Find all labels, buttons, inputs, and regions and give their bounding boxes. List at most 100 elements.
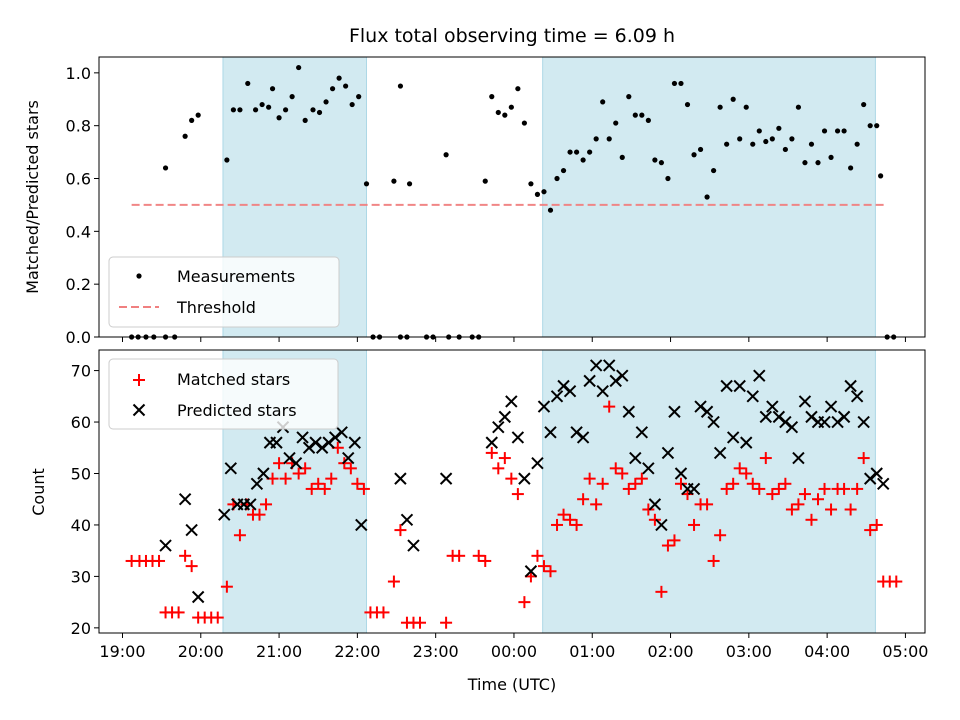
legend-predicted-marker (132, 403, 146, 417)
measurement-point (789, 136, 795, 142)
matched-star-point (701, 498, 714, 511)
measurement-point (336, 75, 342, 81)
measurement-point (750, 141, 756, 147)
measurement-points (129, 64, 897, 340)
measurement-point (329, 86, 336, 92)
bottom-x-axis: 19:00 20:00 21:00 22:00 23:00 00:00 01:00 02:00… (99, 633, 928, 661)
measurement-point (763, 138, 769, 145)
measurement-point (406, 181, 413, 187)
predicted-star-point (589, 359, 603, 372)
matched-star-point (714, 529, 727, 542)
predicted-star-point (818, 415, 831, 429)
predicted-star-point (178, 493, 192, 506)
predicted-star-point (596, 384, 609, 398)
predicted-star-point (355, 518, 368, 532)
measurement-point (573, 149, 580, 155)
measurement-point (821, 128, 828, 134)
matched-star-point (727, 477, 740, 490)
predicted-star-point (583, 374, 596, 388)
matched-star-point (357, 482, 370, 495)
measurement-point (652, 157, 658, 163)
x-tick-label: 22:00 (334, 642, 380, 661)
measurement-point (776, 125, 782, 131)
predicted-star-point (603, 359, 616, 372)
measurement-point (230, 107, 237, 113)
measurement-point (606, 136, 612, 142)
predicted-star-point (733, 379, 746, 393)
predicted-star-point (746, 390, 759, 403)
matched-star-point (596, 477, 609, 490)
matched-star-point (642, 503, 655, 516)
predicted-star-point (661, 446, 675, 460)
x-tick-label: 03:00 (726, 642, 772, 661)
matched-star-point (220, 580, 233, 593)
bottom-legend: Matched stars Predicted stars (108, 358, 339, 430)
predicted-star-point (218, 508, 231, 521)
predicted-star-point (635, 426, 649, 439)
bottom-plot-frame (98, 349, 926, 634)
predicted-star-point (668, 405, 681, 418)
predicted-star-point (720, 379, 733, 393)
measurement-point (684, 101, 691, 108)
predicted-star-point (798, 395, 812, 408)
measurement-point (515, 86, 521, 92)
matched-star-point (551, 518, 564, 531)
measurement-point (828, 154, 834, 160)
x-tick-label: 20:00 (178, 642, 224, 661)
measurement-point (782, 146, 788, 153)
top-panel: 0.0 0.2 0.4 0.6 0.8 1.0 Matched/Predicted sta… (23, 56, 926, 347)
measurement-point (848, 165, 854, 171)
measurement-point (259, 101, 265, 108)
matched-star-point (387, 575, 400, 588)
measurement-point (737, 136, 743, 142)
measurement-point (743, 104, 749, 110)
measurement-point (195, 112, 201, 118)
measurement-point (397, 83, 404, 89)
measurement-point (482, 178, 488, 184)
matched-star-point (179, 549, 192, 562)
predicted-star-point (622, 405, 635, 418)
measurement-point (316, 109, 323, 116)
measurement-point (363, 181, 370, 187)
matched-star-point (655, 585, 668, 598)
measurement-point (697, 146, 704, 153)
measurement-point (626, 94, 632, 100)
measurement-point (730, 96, 736, 102)
predicted-star-point (270, 436, 283, 449)
matched-star-point (325, 472, 338, 485)
measurement-point (391, 178, 397, 184)
matched-star-point (185, 560, 198, 573)
predicted-star-point (857, 415, 870, 429)
measurement-point (613, 120, 619, 126)
matched-star-point (479, 554, 492, 567)
matched-star-point (890, 575, 903, 588)
legend-measurements-label: Measurements (177, 267, 295, 286)
matched-star-point (564, 513, 577, 526)
y-tick-label: 1.0 (66, 64, 91, 83)
matched-star-point (518, 596, 531, 609)
matched-star-point (211, 611, 224, 624)
measurement-point (310, 107, 316, 113)
predicted-star-point (850, 390, 864, 403)
x-axis-label: Time (UTC) (467, 675, 556, 694)
predicted-star-point (518, 472, 531, 485)
measurement-point (711, 167, 717, 174)
measurement-point (276, 115, 282, 121)
measurement-point (534, 191, 541, 197)
predicted-star-point (335, 426, 348, 439)
top-plot-frame (98, 56, 926, 338)
y-tick-label: 60 (71, 413, 91, 432)
bottom-panel: 20 30 40 50 60 70 19:00 20:00 21:00 22:00 23:00 00… (29, 349, 928, 694)
predicted-star-point (759, 410, 773, 424)
matched-star-point (453, 549, 466, 562)
predicted-star-point (550, 390, 564, 403)
measurement-point (489, 94, 495, 100)
matched-star-point (292, 467, 305, 480)
predicted-star-point (740, 436, 753, 449)
predicted-star-point (348, 436, 361, 449)
measurement-point (878, 173, 884, 179)
matched-star-point (603, 400, 616, 413)
measurement-point (343, 83, 349, 89)
measurement-point (302, 117, 308, 123)
matched-star-point (609, 462, 622, 475)
